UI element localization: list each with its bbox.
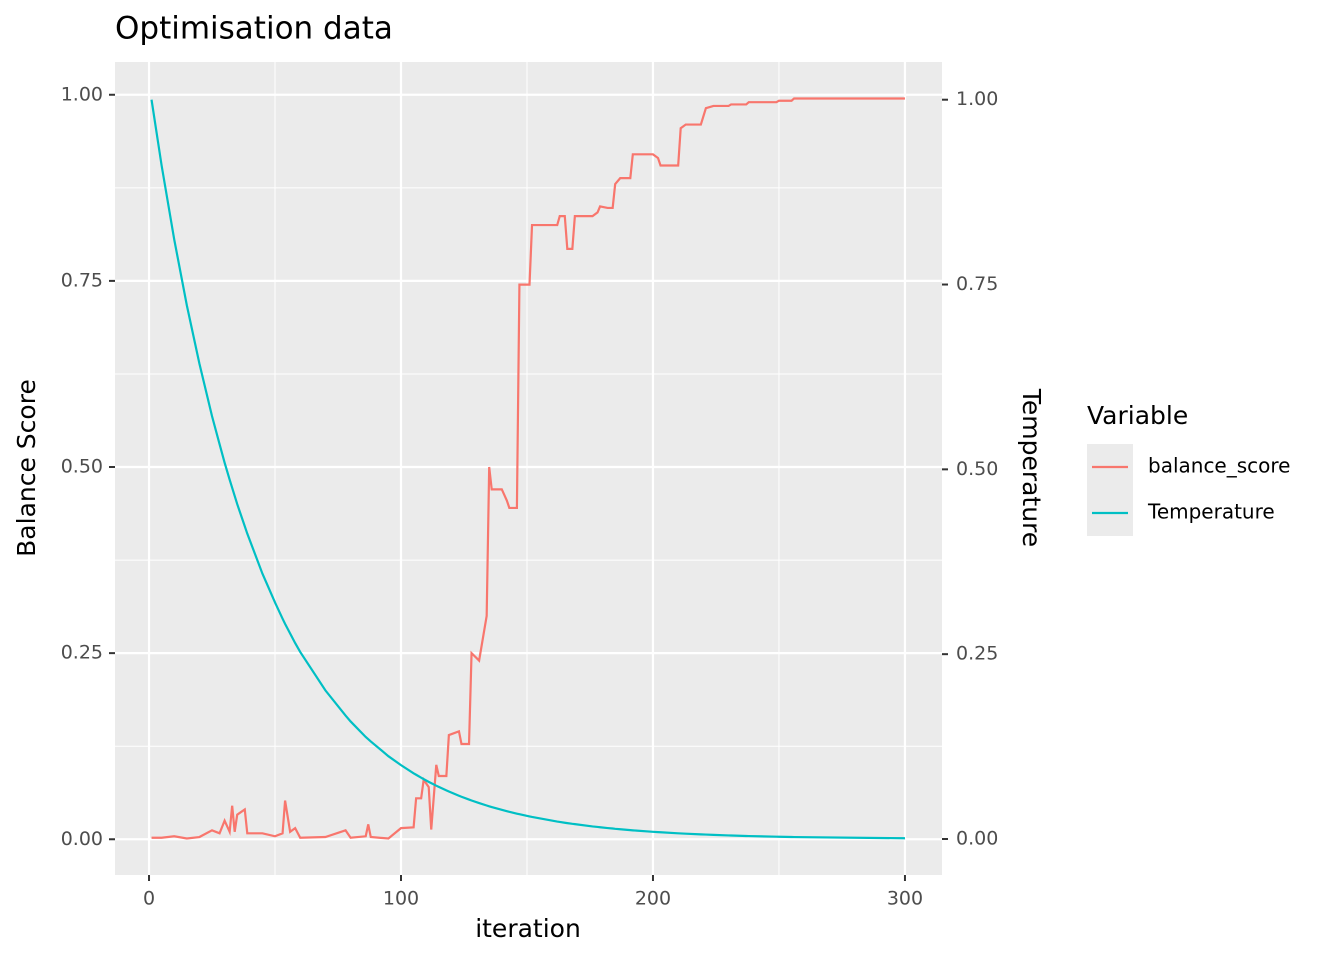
x-tick-label: 200 [635,888,671,910]
y-tick-label: 1.00 [61,83,103,105]
legend-title: Variable [1087,401,1188,430]
chart-title: Optimisation data [115,11,393,47]
legend-key-background [1087,444,1133,536]
legend-label: balance_score [1148,454,1290,478]
y-tick-label: 0.50 [61,456,103,478]
y2-tick-label: 0.00 [956,827,998,849]
grid [115,62,942,875]
y-axis-title: Balance Score [12,379,41,557]
y2-axis-title: Temperature [1017,388,1046,547]
lines [150,97,905,840]
y2-tick-label: 0.25 [956,643,998,665]
legend-label: Temperature [1147,500,1275,524]
y2-tick-label: 0.75 [956,273,998,295]
y2-tick-label: 0.50 [956,458,998,480]
y-tick-label: 0.00 [61,828,103,850]
x-tick-label: 300 [887,888,923,910]
y-tick-label: 0.75 [61,269,103,291]
y-tick-label: 0.25 [61,642,103,664]
series-line [151,97,905,840]
series-line [150,99,905,840]
panel [115,62,942,875]
x-tick-label: 0 [143,888,155,910]
x-axis-title: iteration [475,914,581,943]
x-tick-label: 100 [383,888,419,910]
y2-tick-label: 1.00 [956,88,998,110]
